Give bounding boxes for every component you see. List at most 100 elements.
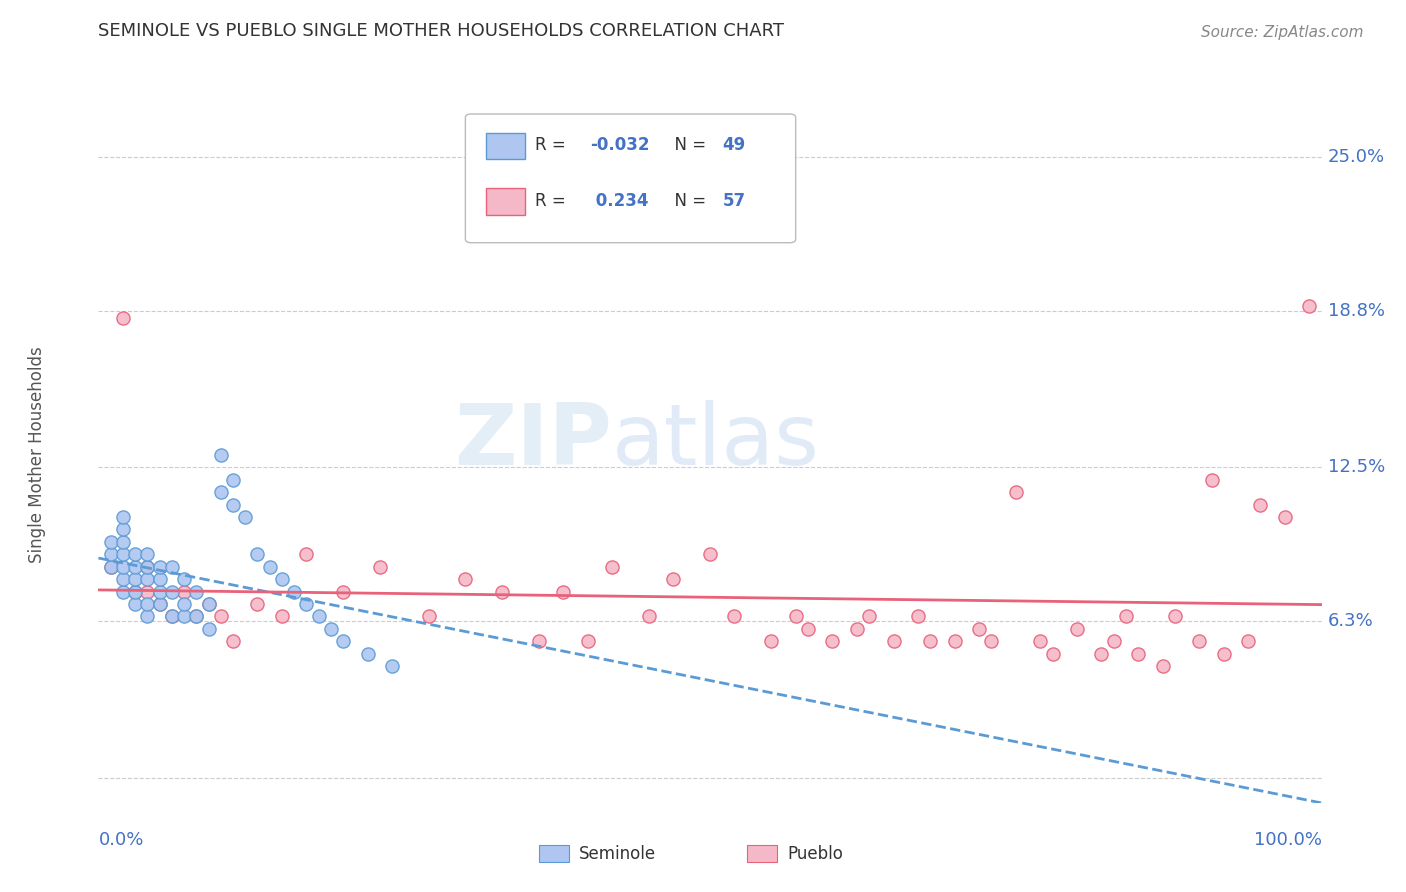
Text: 25.0%: 25.0%	[1327, 148, 1385, 166]
Point	[246, 597, 269, 611]
Point	[100, 559, 122, 574]
Point	[920, 634, 942, 648]
Point	[111, 523, 134, 537]
Point	[111, 510, 134, 524]
Point	[173, 572, 195, 586]
Point	[209, 609, 232, 624]
Text: N =: N =	[664, 192, 711, 210]
Point	[1201, 473, 1223, 487]
Point	[1004, 485, 1026, 500]
Point	[136, 559, 159, 574]
Point	[124, 559, 146, 574]
Point	[136, 584, 159, 599]
Point	[173, 584, 195, 599]
Point	[111, 534, 134, 549]
Point	[1274, 510, 1296, 524]
FancyBboxPatch shape	[465, 114, 796, 243]
Point	[111, 547, 134, 561]
Point	[160, 609, 183, 624]
Text: 6.3%: 6.3%	[1327, 613, 1374, 631]
Point	[160, 559, 183, 574]
Text: Pueblo: Pueblo	[787, 845, 844, 863]
Point	[259, 559, 281, 574]
Point	[699, 547, 721, 561]
Point	[1102, 634, 1125, 648]
Point	[821, 634, 844, 648]
Text: N =: N =	[664, 136, 711, 154]
Point	[149, 572, 172, 586]
Point	[124, 597, 146, 611]
Text: R =: R =	[536, 136, 571, 154]
Point	[124, 547, 146, 561]
Point	[1237, 634, 1260, 648]
Point	[111, 572, 134, 586]
Point	[845, 622, 868, 636]
Point	[197, 597, 219, 611]
Point	[785, 609, 807, 624]
Point	[761, 634, 783, 648]
Point	[1128, 647, 1150, 661]
Point	[907, 609, 929, 624]
Point	[381, 659, 404, 673]
Point	[576, 634, 599, 648]
Point	[418, 609, 440, 624]
Point	[209, 485, 232, 500]
Point	[222, 634, 245, 648]
Text: 57: 57	[723, 192, 745, 210]
Point	[967, 622, 990, 636]
Point	[1066, 622, 1088, 636]
Point	[270, 609, 294, 624]
Point	[491, 584, 513, 599]
Point	[883, 634, 905, 648]
Point	[160, 584, 183, 599]
Point	[356, 647, 378, 661]
Point	[1029, 634, 1052, 648]
Point	[797, 622, 820, 636]
Point	[858, 609, 880, 624]
Point	[1249, 498, 1271, 512]
Point	[295, 547, 318, 561]
Point	[1042, 647, 1064, 661]
Point	[197, 622, 219, 636]
Point	[1115, 609, 1137, 624]
Text: 100.0%: 100.0%	[1254, 830, 1322, 848]
Text: 0.0%: 0.0%	[98, 830, 143, 848]
Text: 18.8%: 18.8%	[1327, 301, 1385, 320]
Point	[124, 584, 146, 599]
Point	[173, 597, 195, 611]
Point	[186, 609, 208, 624]
Point	[332, 634, 354, 648]
Point	[1188, 634, 1211, 648]
Point	[186, 609, 208, 624]
Point	[1212, 647, 1234, 661]
Point	[222, 498, 245, 512]
Point	[136, 572, 159, 586]
Point	[111, 559, 134, 574]
Point	[980, 634, 1002, 648]
Bar	[486, 133, 526, 159]
Point	[600, 559, 623, 574]
Bar	[486, 188, 526, 215]
Point	[233, 510, 256, 524]
Point	[111, 311, 134, 326]
Bar	[538, 845, 569, 862]
Point	[319, 622, 342, 636]
Point	[723, 609, 745, 624]
Point	[1298, 299, 1320, 313]
Text: 0.234: 0.234	[591, 192, 648, 210]
Text: R =: R =	[536, 192, 571, 210]
Text: atlas: atlas	[612, 400, 820, 483]
Text: 49: 49	[723, 136, 745, 154]
Point	[149, 597, 172, 611]
Point	[270, 572, 294, 586]
Text: 12.5%: 12.5%	[1327, 458, 1385, 476]
Point	[527, 634, 550, 648]
Point	[308, 609, 330, 624]
Point	[186, 584, 208, 599]
Point	[246, 547, 269, 561]
Point	[295, 597, 318, 611]
Point	[943, 634, 966, 648]
Point	[124, 584, 146, 599]
Point	[368, 559, 391, 574]
Point	[283, 584, 305, 599]
